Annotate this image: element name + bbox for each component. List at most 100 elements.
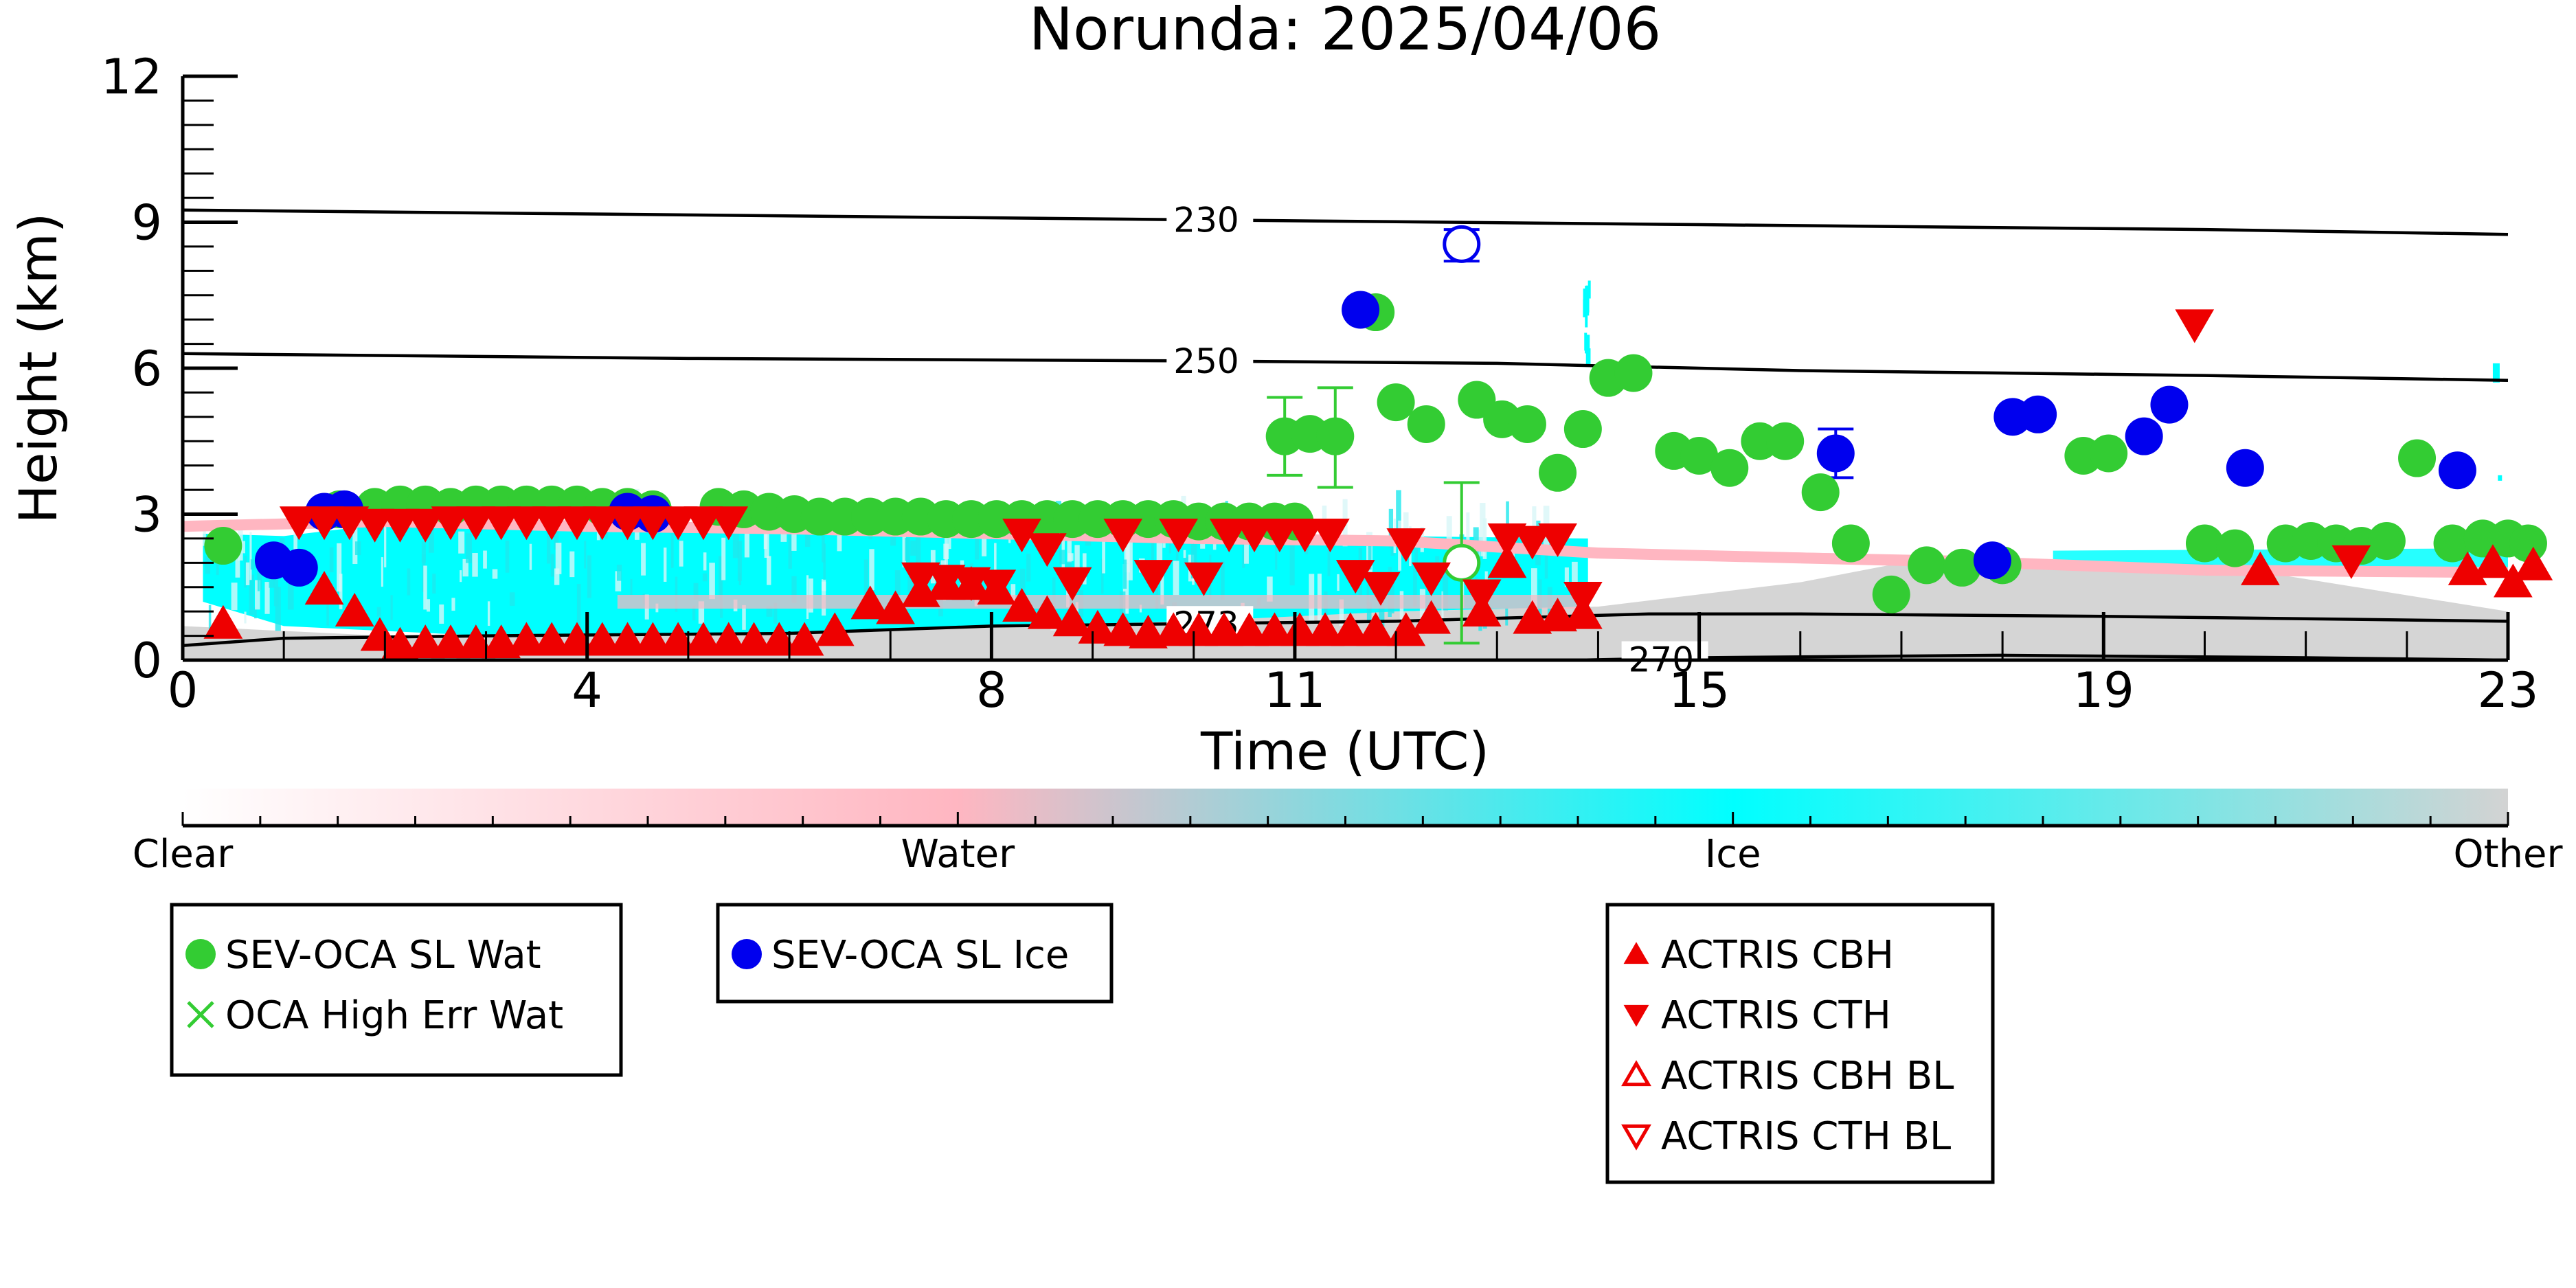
ice-streak xyxy=(679,541,683,567)
data-point xyxy=(2226,449,2264,487)
data-point xyxy=(203,605,243,639)
ice-streak xyxy=(569,551,575,578)
ice-streak xyxy=(1102,540,1105,574)
data-point xyxy=(583,506,622,541)
ice-streak xyxy=(744,515,749,558)
data-point xyxy=(1234,518,1274,552)
ice-streak xyxy=(451,598,455,611)
legend-marker xyxy=(1621,1060,1651,1087)
ice-streak xyxy=(703,552,707,571)
data-point xyxy=(1443,225,1481,263)
legend-marker xyxy=(1623,942,1649,964)
data-point xyxy=(431,506,471,541)
data-point xyxy=(709,506,749,541)
data-point xyxy=(1361,572,1401,606)
data-point xyxy=(633,506,673,541)
ice-streak xyxy=(1026,554,1031,582)
legend-marker xyxy=(187,1001,214,1028)
data-point xyxy=(2398,439,2437,477)
ice-streak xyxy=(1413,568,1417,607)
data-point xyxy=(815,612,855,646)
ice-speck xyxy=(2498,475,2502,481)
ice-streak xyxy=(1242,523,1245,568)
data-point xyxy=(557,506,597,541)
ice-streak xyxy=(264,582,270,614)
ice-streak xyxy=(1564,567,1569,587)
ice-streak xyxy=(244,555,247,588)
ice-streak xyxy=(483,550,487,569)
ice-streak xyxy=(255,580,260,610)
data-point xyxy=(1159,518,1199,552)
colorbar-label-clear: Clear xyxy=(133,832,234,877)
data-point xyxy=(1816,434,1855,473)
ice-streak xyxy=(576,584,581,627)
ice-streak xyxy=(205,556,211,574)
y-axis-label: Height (km) xyxy=(8,213,69,524)
data-markers xyxy=(203,225,2553,661)
ice-streak xyxy=(907,576,914,592)
data-point xyxy=(1614,354,1653,392)
data-point xyxy=(381,508,420,543)
data-point xyxy=(977,569,1017,604)
ice-streak xyxy=(509,592,515,606)
ice-streak xyxy=(1339,599,1344,626)
data-point xyxy=(304,571,344,605)
axes: 0 3 6 9 12 0 4 8 11 15 19 23 xyxy=(101,49,2539,719)
ice-streak xyxy=(458,531,465,554)
data-point xyxy=(683,622,723,656)
y-tick-label: 12 xyxy=(101,49,162,105)
data-point xyxy=(2513,546,2553,580)
data-point xyxy=(1680,437,1719,475)
ice-streak xyxy=(1544,541,1548,579)
ice-streak xyxy=(1190,543,1197,579)
ice-streak xyxy=(423,565,427,610)
legend-label: ACTRIS CBH xyxy=(1661,933,1894,978)
ice-streak xyxy=(1480,503,1486,550)
ice-streak xyxy=(1391,574,1394,613)
ice-streak xyxy=(432,574,436,594)
ice-streak xyxy=(1122,564,1129,614)
ice-streak xyxy=(584,541,587,569)
data-point xyxy=(608,622,647,656)
data-point xyxy=(2331,545,2371,579)
legend-marker xyxy=(1621,1124,1651,1151)
ice-streak xyxy=(492,569,498,579)
legend-box xyxy=(170,903,623,1077)
series-actris-cbh xyxy=(203,544,2553,661)
ice-speck xyxy=(1587,335,1590,353)
ice-speck xyxy=(1585,309,1588,328)
x-tick-label: 0 xyxy=(168,662,199,719)
legend-box xyxy=(716,903,1114,1004)
ice-streak xyxy=(244,611,247,624)
data-point xyxy=(1710,449,1749,487)
ice-streak xyxy=(529,543,532,570)
ice-streak xyxy=(1484,571,1488,585)
legend-label: SEV-OCA SL Wat xyxy=(225,933,541,978)
ice-streak xyxy=(721,537,726,580)
ice-streak xyxy=(944,523,948,568)
ice-streak xyxy=(630,578,633,595)
series-sev-oca-sl-ice-open- xyxy=(1443,225,1481,263)
ice-streak xyxy=(546,517,551,564)
data-point xyxy=(1513,526,1552,560)
ice-streak xyxy=(1127,535,1133,580)
colorbar-label-other: Other xyxy=(2453,832,2563,877)
y-tick-label: 0 xyxy=(131,633,162,689)
ice-streak xyxy=(472,552,478,577)
ice-streak xyxy=(554,568,560,585)
data-point xyxy=(335,593,374,627)
ice-streak xyxy=(1244,534,1249,564)
data-point xyxy=(1184,562,1223,596)
ice-streak xyxy=(1435,556,1440,564)
data-point xyxy=(405,508,445,543)
data-point xyxy=(1872,575,1910,613)
ice-streak xyxy=(587,555,591,598)
ice-streak xyxy=(905,537,910,561)
data-point xyxy=(280,548,318,587)
ice-streak xyxy=(1059,550,1065,565)
ice-streak xyxy=(1324,591,1328,631)
data-point xyxy=(2185,524,2224,563)
legend-label: SEV-OCA SL Ice xyxy=(771,933,1069,978)
